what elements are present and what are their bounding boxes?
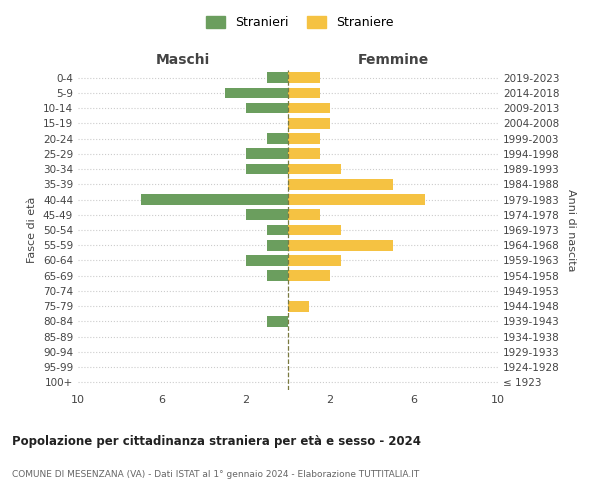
- Bar: [288, 270, 330, 281]
- Bar: [288, 72, 320, 83]
- Bar: [141, 194, 288, 205]
- Bar: [288, 210, 320, 220]
- Bar: [267, 224, 288, 235]
- Bar: [267, 133, 288, 144]
- Legend: Stranieri, Straniere: Stranieri, Straniere: [202, 11, 398, 34]
- Y-axis label: Fasce di età: Fasce di età: [28, 197, 37, 263]
- Bar: [288, 133, 320, 144]
- Bar: [288, 118, 330, 128]
- Bar: [288, 103, 330, 114]
- Text: Femmine: Femmine: [358, 53, 428, 67]
- Bar: [246, 210, 288, 220]
- Bar: [267, 240, 288, 250]
- Bar: [288, 194, 425, 205]
- Bar: [288, 164, 341, 174]
- Bar: [246, 164, 288, 174]
- Bar: [288, 148, 320, 159]
- Bar: [246, 103, 288, 114]
- Text: COMUNE DI MESENZANA (VA) - Dati ISTAT al 1° gennaio 2024 - Elaborazione TUTTITAL: COMUNE DI MESENZANA (VA) - Dati ISTAT al…: [12, 470, 419, 479]
- Bar: [246, 148, 288, 159]
- Bar: [246, 255, 288, 266]
- Bar: [267, 270, 288, 281]
- Bar: [288, 88, 320, 98]
- Bar: [288, 301, 309, 312]
- Bar: [288, 240, 393, 250]
- Text: Popolazione per cittadinanza straniera per età e sesso - 2024: Popolazione per cittadinanza straniera p…: [12, 435, 421, 448]
- Bar: [288, 179, 393, 190]
- Y-axis label: Anni di nascita: Anni di nascita: [566, 188, 576, 271]
- Bar: [225, 88, 288, 98]
- Text: Maschi: Maschi: [156, 53, 210, 67]
- Bar: [288, 224, 341, 235]
- Bar: [267, 72, 288, 83]
- Bar: [267, 316, 288, 327]
- Bar: [288, 255, 341, 266]
